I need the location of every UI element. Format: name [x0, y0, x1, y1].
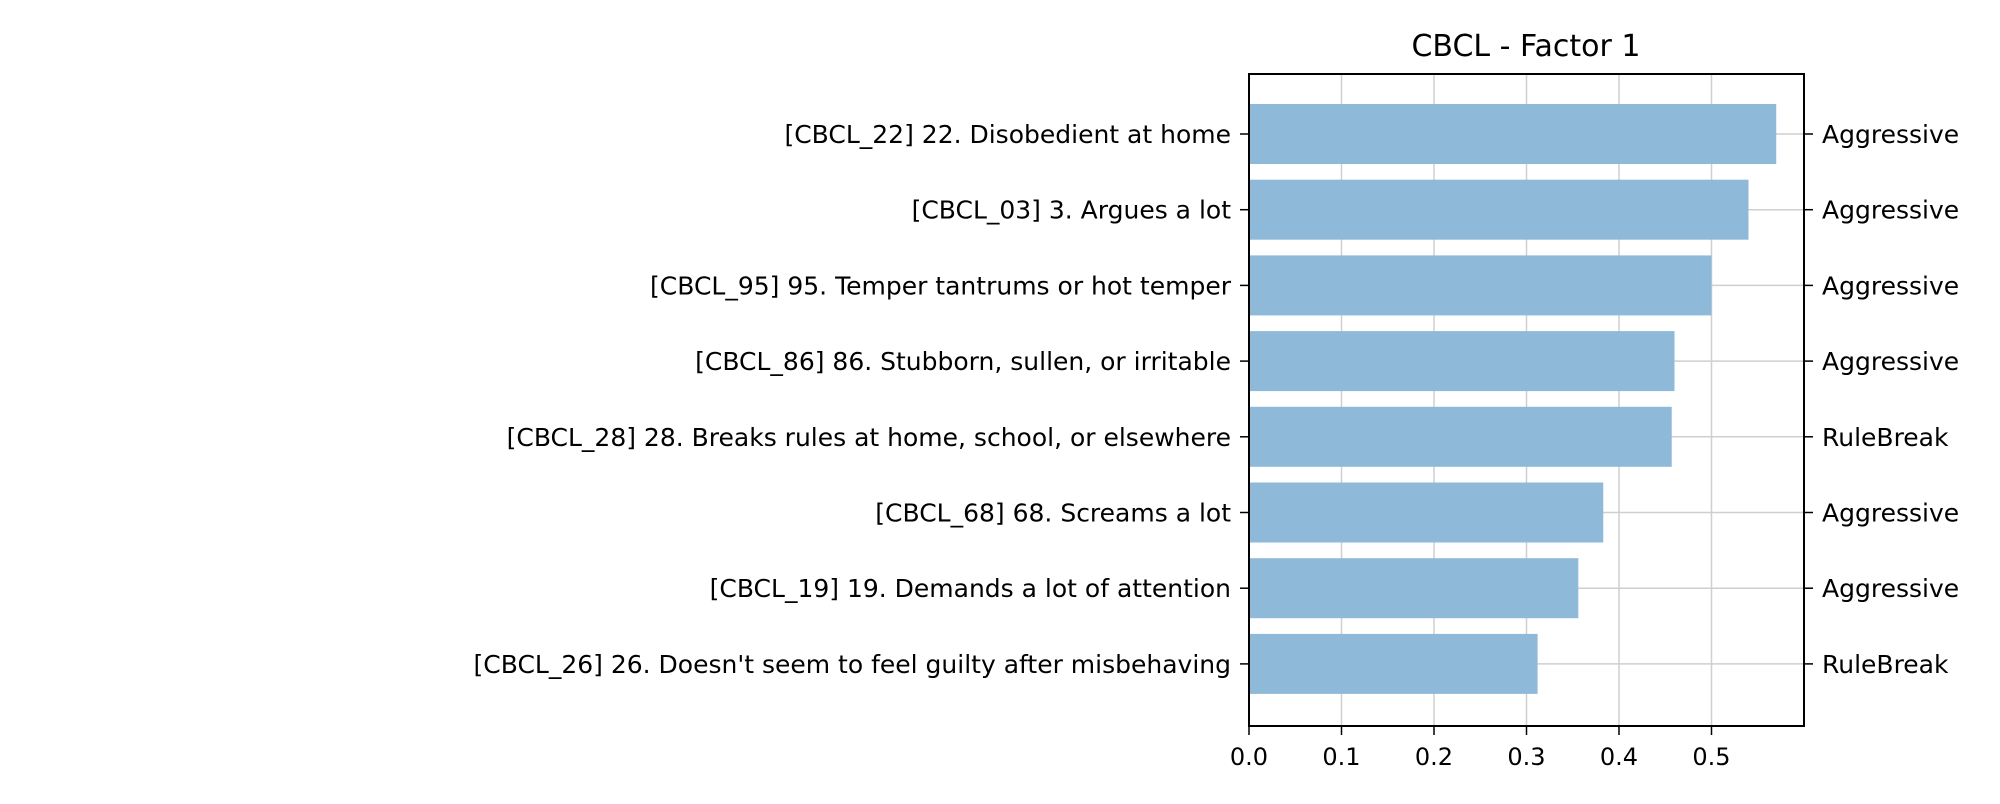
- bar: [1249, 255, 1712, 316]
- x-tick-label: 0.3: [1507, 743, 1545, 771]
- scale-label: Aggressive: [1822, 271, 1959, 300]
- category-label: [CBCL_19] 19. Demands a lot of attention: [710, 574, 1231, 603]
- x-tick-label: 0.2: [1415, 743, 1453, 771]
- scale-label: Aggressive: [1822, 574, 1959, 603]
- scale-label: Aggressive: [1822, 347, 1959, 376]
- category-label: [CBCL_95] 95. Temper tantrums or hot tem…: [650, 271, 1232, 300]
- scale-label: Aggressive: [1822, 196, 1959, 225]
- label-layer: 0.0 0.1 0.2 0.3 0.4 0.5 [CBCL_22] 22. Disobedi…: [474, 120, 1960, 771]
- scale-label: RuleBreak: [1822, 650, 1949, 679]
- scale-label: RuleBreak: [1822, 423, 1949, 452]
- category-label: [CBCL_86] 86. Stubborn, sullen, or irrit…: [695, 347, 1231, 376]
- bar: [1249, 104, 1777, 164]
- category-label: [CBCL_03] 3. Argues a lot: [912, 196, 1232, 225]
- bar: [1249, 482, 1604, 543]
- category-label: [CBCL_22] 22. Disobedient at home: [784, 120, 1231, 149]
- bar: [1249, 179, 1749, 240]
- scale-label: Aggressive: [1822, 499, 1959, 528]
- category-label: [CBCL_28] 28. Breaks rules at home, scho…: [507, 423, 1231, 452]
- x-tick-label: 0.4: [1600, 743, 1638, 771]
- bar: [1249, 331, 1675, 392]
- x-tick-label: 0.5: [1692, 743, 1730, 771]
- bar: [1249, 558, 1579, 619]
- scale-label: Aggressive: [1822, 120, 1959, 149]
- bar-layer: [1249, 104, 1777, 694]
- chart-title: CBCL - Factor 1: [1411, 29, 1640, 64]
- category-label: [CBCL_26] 26. Doesn't seem to feel guilt…: [474, 650, 1231, 679]
- grid-layer: [1248, 74, 1804, 726]
- category-label: [CBCL_68] 68. Screams a lot: [875, 499, 1231, 528]
- x-tick-label: 0.1: [1322, 743, 1360, 771]
- bar: [1249, 406, 1672, 467]
- x-tick-label: 0.0: [1230, 743, 1268, 771]
- bar: [1249, 633, 1538, 694]
